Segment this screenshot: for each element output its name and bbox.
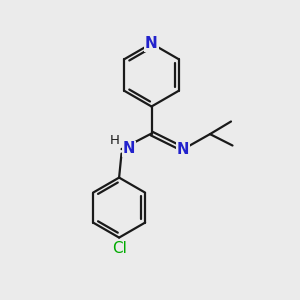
Text: H: H [110,134,120,147]
Text: Cl: Cl [112,241,127,256]
Text: N: N [145,36,158,51]
Text: N: N [177,142,189,157]
Text: N: N [123,141,135,156]
